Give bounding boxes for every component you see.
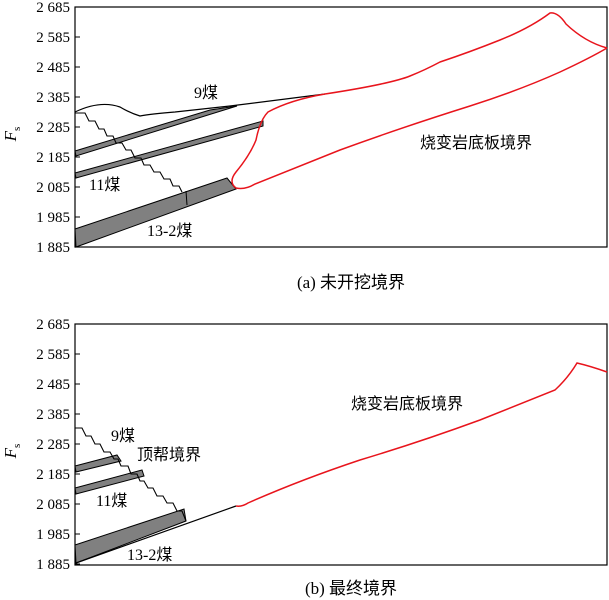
panel-b-label-seam-11: 11煤 [96,492,127,510]
panel-b-pit-floor [75,505,237,564]
y-tick-label: 1 985 [36,210,70,226]
y-tick-label: 2 685 [36,0,70,16]
panel-a-y-tick-labels: 2 685 2 585 2 485 2 385 2 285 2 185 2 08… [36,0,70,256]
y-tick-label: 2 385 [36,90,70,106]
panel-a-y-axis-title: Fs [1,127,23,143]
panel-b-label-roof-boundary: 顶帮境界 [137,445,201,464]
y-tick-label: 2 285 [36,120,70,136]
panel-b: 2 685 2 585 2 485 2 385 2 285 2 185 2 08… [1,317,608,598]
panel-b-coal-seam-11 [74,469,145,495]
y-tick-label: 2 685 [36,317,70,333]
panel-a-label-seam-13-2: 13-2煤 [147,222,192,240]
panel-a-ground-surface [74,93,326,117]
panel-a-bench-steps [75,112,183,193]
y-tick-label: 1 885 [36,557,70,573]
panel-b-label-floor-boundary: 烧变岩底板境界 [351,394,463,413]
y-tick-label: 2 285 [36,437,70,453]
y-tick-label: 1 885 [36,240,70,256]
y-tick-label: 2 585 [36,30,70,46]
y-tick-label: 2 085 [36,180,70,196]
panel-a-caption: (a) 未开挖境界 [297,273,405,292]
panel-a-label-floor-boundary: 烧变岩底板境界 [420,133,532,152]
panel-b-label-seam-9: 9煤 [111,427,135,445]
panel-b-y-tick-labels: 2 685 2 585 2 485 2 385 2 285 2 185 2 08… [36,317,70,573]
y-tick-label: 2 485 [36,60,70,76]
panel-b-y-axis-title: Fs [1,444,23,460]
panel-b-floor-boundary [235,362,608,507]
panel-a-seam-divider [185,190,188,206]
y-tick-label: 2 185 [36,467,70,483]
panel-a-coal-seam-11 [74,120,264,179]
panel-a-coal-seam-13-2 [74,177,237,248]
panel-b-y-ticks [75,323,80,565]
panel-b-coal-seam-9 [74,454,122,473]
panel-a-floor-boundary [324,12,608,95]
panel-a-y-ticks [75,6,80,248]
panel-a-label-seam-9: 9煤 [194,84,218,102]
panel-b-label-seam-13-2: 13-2煤 [127,546,172,564]
y-tick-label: 2 485 [36,377,70,393]
panel-a-floor-boundary-lower [231,47,608,190]
y-tick-label: 2 585 [36,347,70,363]
panel-a-label-seam-11: 11煤 [89,176,120,194]
y-tick-label: 2 085 [36,497,70,513]
y-tick-label: 1 985 [36,527,70,543]
y-tick-label: 2 385 [36,407,70,423]
panel-a-coal-seam-9 [74,105,238,157]
y-tick-label: 2 185 [36,150,70,166]
panel-b-roof-boundary [75,427,187,522]
panel-a: 2 685 2 585 2 485 2 385 2 285 2 185 2 08… [1,0,608,292]
panel-b-caption: (b) 最终境界 [305,579,397,598]
